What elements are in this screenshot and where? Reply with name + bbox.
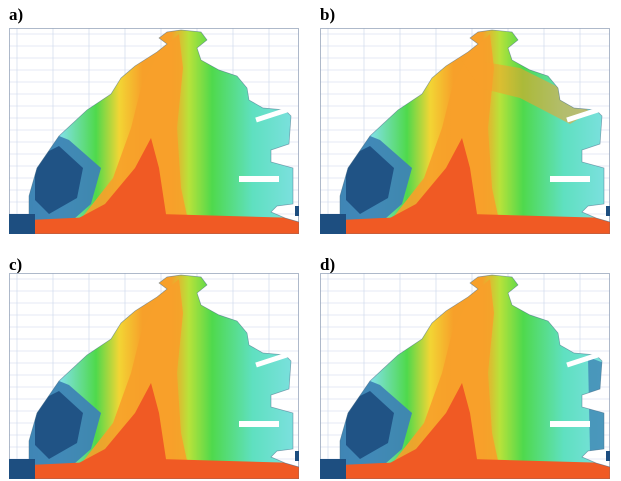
simulation-map-b (320, 28, 610, 234)
simulation-map-a (9, 28, 299, 234)
flow-field (29, 275, 299, 479)
panel-label-c: c) (9, 255, 23, 274)
simulation-map-c (9, 273, 299, 479)
panel-label-a: a) (9, 5, 24, 24)
flow-field (29, 30, 299, 234)
panel-label-d: d) (320, 255, 336, 274)
flow-field (340, 275, 610, 479)
flow-field (340, 30, 610, 234)
simulation-map-d (320, 273, 610, 479)
panel-label-b: b) (320, 5, 336, 24)
